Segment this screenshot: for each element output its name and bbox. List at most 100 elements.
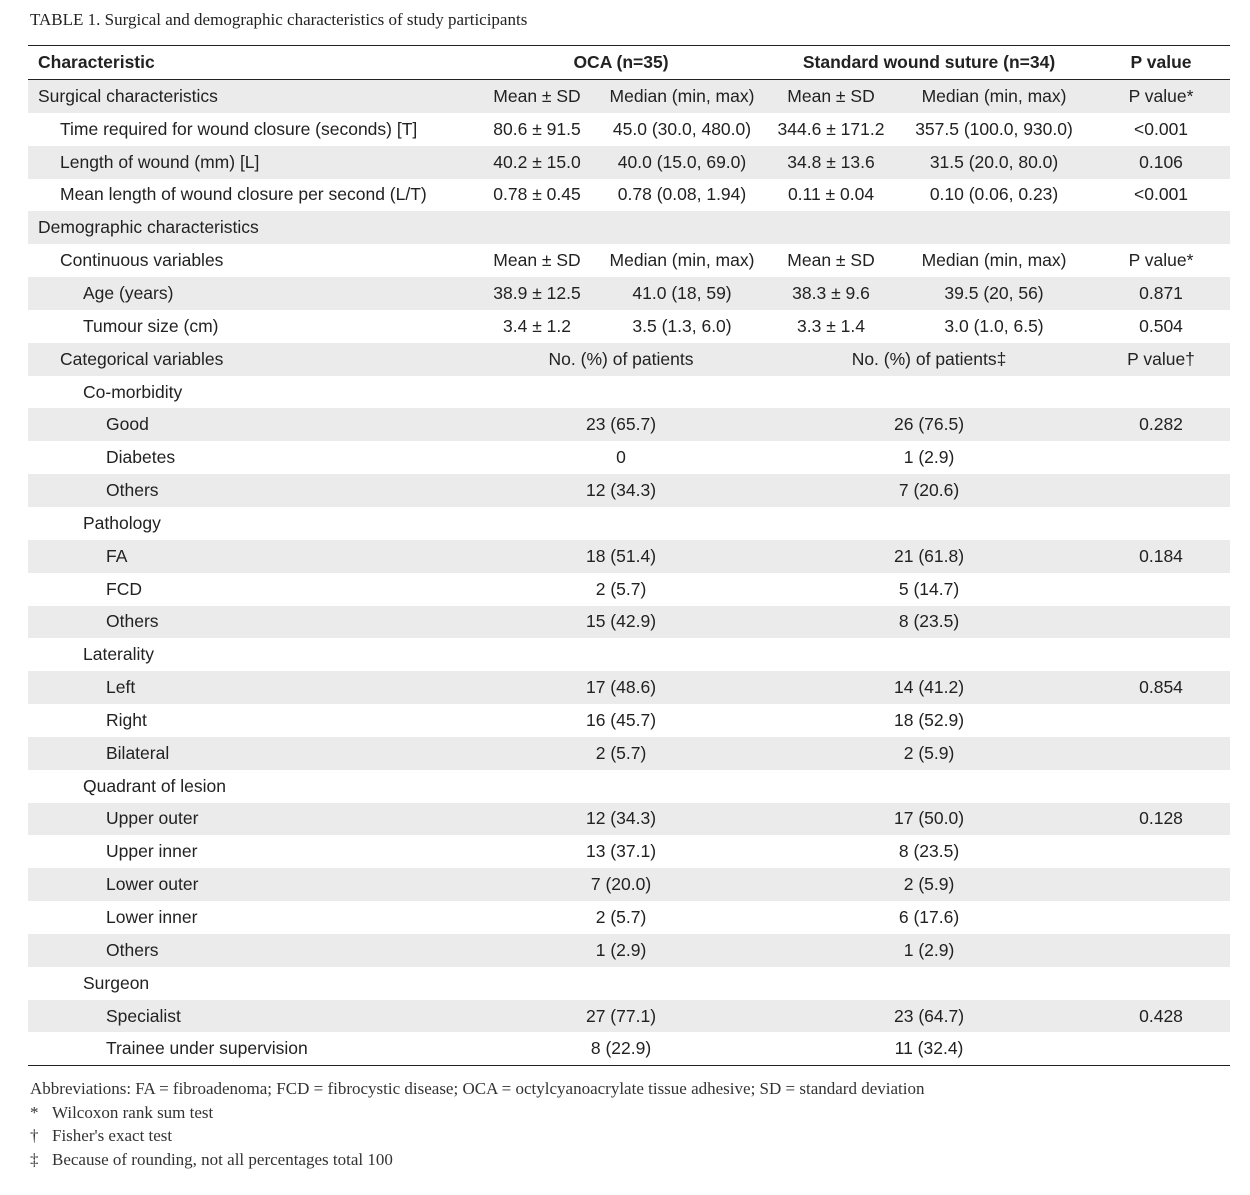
header-standard-suture: Standard wound suture (n=34) <box>766 45 1093 80</box>
cell: 38.9 ± 12.5 <box>476 277 598 310</box>
footnote-text: Because of rounding, not all percentages… <box>52 1149 393 1169</box>
cell: Mean ± SD <box>476 79 598 113</box>
group-label: Quadrant of lesion <box>83 775 227 796</box>
cell: 0.184 <box>1092 539 1231 573</box>
row-label: Tumour size (cm) <box>83 315 219 336</box>
cell: 1 (2.9) <box>476 933 767 967</box>
section-label: Demographic characteristics <box>28 211 1231 245</box>
cell: 41.0 (18, 59) <box>598 277 767 310</box>
table-row: Left 17 (48.6) 14 (41.2) 0.854 <box>28 671 1231 705</box>
row-label: Lower outer <box>28 868 476 902</box>
cell <box>1092 868 1231 902</box>
cell: P value* <box>1128 250 1194 271</box>
cell <box>1092 736 1231 770</box>
cell: 0.106 <box>1092 145 1231 179</box>
row-label: Continuous variables <box>60 250 224 271</box>
cell: Mean ± SD <box>493 250 581 271</box>
footnote-symbol: † <box>30 1126 39 1145</box>
cell: <0.001 <box>1134 184 1189 205</box>
group-label: Surgeon <box>83 972 150 993</box>
footnote-text: Fisher's exact test <box>52 1126 173 1145</box>
table-row: Age (years) 38.9 ± 12.5 41.0 (18, 59) 38… <box>28 277 1231 310</box>
cell: 23 (64.7) <box>766 999 1093 1033</box>
table-row: FCD 2 (5.7) 5 (14.7) <box>28 573 1230 606</box>
cell: 2 (5.9) <box>766 868 1093 902</box>
cell: 12 (34.3) <box>476 474 767 507</box>
cell: 0.10 (0.06, 0.23) <box>929 184 1059 205</box>
cell: 2 (5.7) <box>595 907 647 928</box>
header-p-value: P value <box>1092 45 1231 80</box>
table-row: Lower inner 2 (5.7) 6 (17.6) <box>28 901 1230 934</box>
table-row: Continuous variables Mean ± SD Median (m… <box>28 244 1230 277</box>
cell: 26 (76.5) <box>766 408 1093 442</box>
cell: P value† <box>1092 342 1231 376</box>
table-row: Others 12 (34.3) 7 (20.6) <box>28 474 1231 507</box>
table-row: Upper outer 12 (34.3) 17 (50.0) 0.128 <box>28 802 1231 836</box>
cell <box>1092 441 1230 474</box>
cell: 2 (5.7) <box>476 736 767 770</box>
header-oca: OCA (n=35) <box>476 45 767 80</box>
group-label: Pathology <box>83 512 161 533</box>
cell: 0.11 ± 0.04 <box>787 184 875 205</box>
cell: 3.0 (1.0, 6.5) <box>944 315 1044 336</box>
row-label: Length of wound (mm) [L] <box>28 145 476 179</box>
cell: 3.5 (1.3, 6.0) <box>632 315 732 336</box>
cell: Median (min, max) <box>598 79 767 113</box>
cell: 344.6 ± 171.2 <box>777 118 885 139</box>
table-row: FA 18 (51.4) 21 (61.8) 0.184 <box>28 539 1231 573</box>
cell: 45.0 (30.0, 480.0) <box>612 118 752 139</box>
row-label: Trainee under supervision <box>106 1038 308 1059</box>
group-label: Laterality <box>83 644 155 665</box>
cell: P value* <box>1092 79 1231 113</box>
cell: No. (%) of patients‡ <box>766 342 1093 376</box>
cell: 7 (20.0) <box>476 868 767 902</box>
cell: 13 (37.1) <box>585 841 657 862</box>
cell: 11 (32.4) <box>894 1038 964 1059</box>
cell: 0.504 <box>1139 315 1183 336</box>
cell <box>1092 933 1231 967</box>
row-label: Time required for wound closure (seconds… <box>60 118 418 139</box>
cell: 31.5 (20.0, 80.0) <box>896 145 1093 179</box>
cell: 18 (52.9) <box>894 709 965 730</box>
footnotes: Abbreviations: FA = fibroadenoma; FCD = … <box>30 1077 924 1171</box>
cell: No. (%) of patients <box>476 342 767 376</box>
row-label: Others <box>28 474 476 507</box>
cell: 8 (23.5) <box>898 841 960 862</box>
cell: 15 (42.9) <box>476 605 767 639</box>
cell: 39.5 (20, 56) <box>896 277 1093 310</box>
cell: 6 (17.6) <box>898 907 960 928</box>
cell <box>1092 901 1230 934</box>
table-row: Quadrant of lesion <box>28 770 1230 803</box>
footnote-symbol: ‡ <box>30 1149 39 1169</box>
cell: 0.854 <box>1092 671 1231 705</box>
table-row: Upper inner 13 (37.1) 8 (23.5) <box>28 835 1230 868</box>
cell: 18 (51.4) <box>476 539 767 573</box>
row-label: Left <box>28 671 476 705</box>
table-row: Demographic characteristics <box>28 211 1231 245</box>
cell: Mean ± SD <box>787 250 875 271</box>
table-row: Co-morbidity <box>28 376 1230 409</box>
table-header-row: Characteristic OCA (n=35) Standard wound… <box>28 45 1231 80</box>
cell: Median (min, max) <box>921 250 1067 271</box>
row-label: Others <box>28 933 476 967</box>
row-label: Upper inner <box>106 841 198 862</box>
cell: 40.0 (15.0, 69.0) <box>598 145 767 179</box>
cell: 7 (20.6) <box>766 474 1093 507</box>
cell: 0 <box>616 447 626 468</box>
table-row: Specialist 27 (77.1) 23 (64.7) 0.428 <box>28 999 1231 1033</box>
cell: 14 (41.2) <box>766 671 1093 705</box>
cell: 34.8 ± 13.6 <box>766 145 897 179</box>
cell: 80.6 ± 91.5 <box>493 118 581 139</box>
table-row: Bilateral 2 (5.7) 2 (5.9) <box>28 736 1231 770</box>
row-label: FA <box>28 539 476 573</box>
cell <box>1092 704 1230 737</box>
table-row: Categorical variables No. (%) of patient… <box>28 342 1231 376</box>
cell: 3.4 ± 1.2 <box>503 315 571 336</box>
footnote-text: Wilcoxon rank sum test <box>52 1102 214 1122</box>
cell: 0.282 <box>1092 408 1231 442</box>
table-row: Mean length of wound closure per second … <box>28 179 1230 212</box>
cell: 17 (48.6) <box>476 671 767 705</box>
table-row: Others 1 (2.9) 1 (2.9) <box>28 933 1231 967</box>
table-row: Lower outer 7 (20.0) 2 (5.9) <box>28 868 1231 902</box>
abbreviations-note: Abbreviations: FA = fibroadenoma; FCD = … <box>30 1079 925 1098</box>
